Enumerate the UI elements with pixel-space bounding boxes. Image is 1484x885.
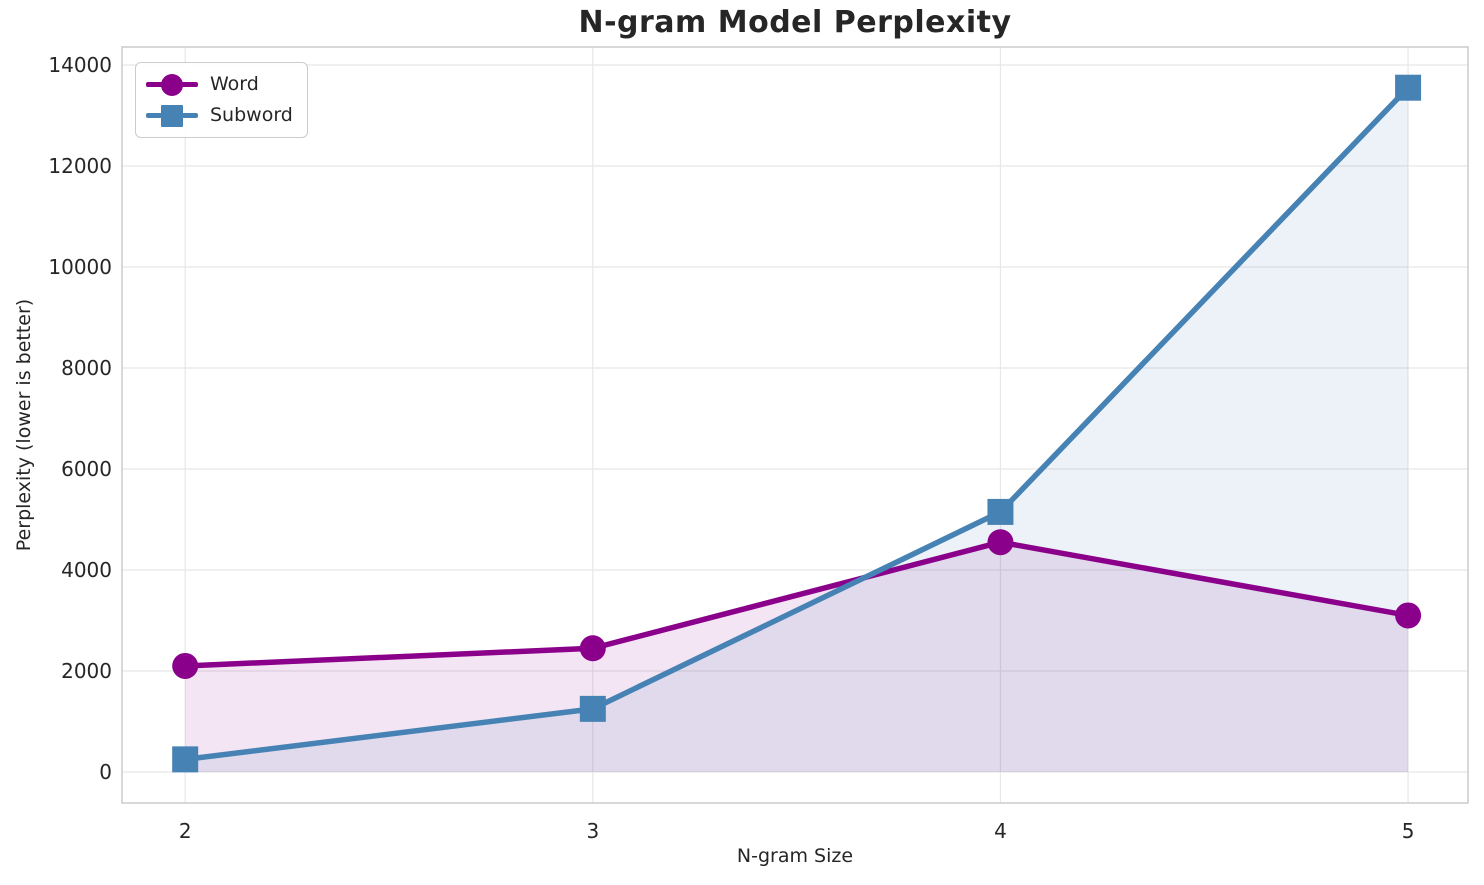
subword-line [182, 84, 1411, 763]
y-tick-label: 0 [99, 760, 112, 784]
y-tick-label: 8000 [61, 356, 112, 380]
x-tick-label: 5 [1402, 819, 1415, 843]
legend-item-subword: Subword [146, 102, 293, 129]
legend-item-word: Word [146, 71, 293, 98]
y-tick-label: 6000 [61, 457, 112, 481]
subword-data-point [987, 498, 1014, 525]
subword-data-point [172, 746, 199, 773]
subword-marker-icon [146, 103, 198, 129]
y-tick-label: 4000 [61, 558, 112, 582]
word-data-point [987, 529, 1014, 556]
plot-border [121, 46, 1469, 804]
word-marker-icon [146, 72, 198, 98]
chart-title: N-gram Model Perplexity [578, 5, 1012, 40]
word-data-point [1395, 602, 1422, 629]
word-legend-glyph [161, 73, 183, 96]
y-tick-label: 10000 [48, 255, 112, 279]
plot-background [122, 47, 1468, 803]
subword-fill-area [185, 87, 1409, 772]
x-axis-label: N-gram Size [736, 845, 854, 867]
y-axis-label: Perplexity (lower is better) [13, 298, 35, 552]
x-tick-label: 3 [586, 819, 599, 843]
word-data-point [172, 652, 199, 679]
legend-label-subword: Subword [210, 104, 293, 126]
legend: Word Subword [135, 62, 308, 138]
x-tick-label: 4 [994, 819, 1007, 843]
word-fill-area [185, 542, 1409, 772]
y-tick-label: 14000 [48, 53, 112, 77]
subword-data-point [1395, 74, 1422, 101]
y-tick-label: 12000 [48, 154, 112, 178]
y-tick-label: 2000 [61, 659, 112, 683]
x-tick-label: 2 [179, 819, 192, 843]
subword-legend-glyph [161, 104, 183, 127]
subword-data-point [579, 695, 606, 722]
word-data-point [579, 635, 606, 662]
legend-label-word: Word [210, 73, 259, 95]
word-line [182, 539, 1411, 669]
